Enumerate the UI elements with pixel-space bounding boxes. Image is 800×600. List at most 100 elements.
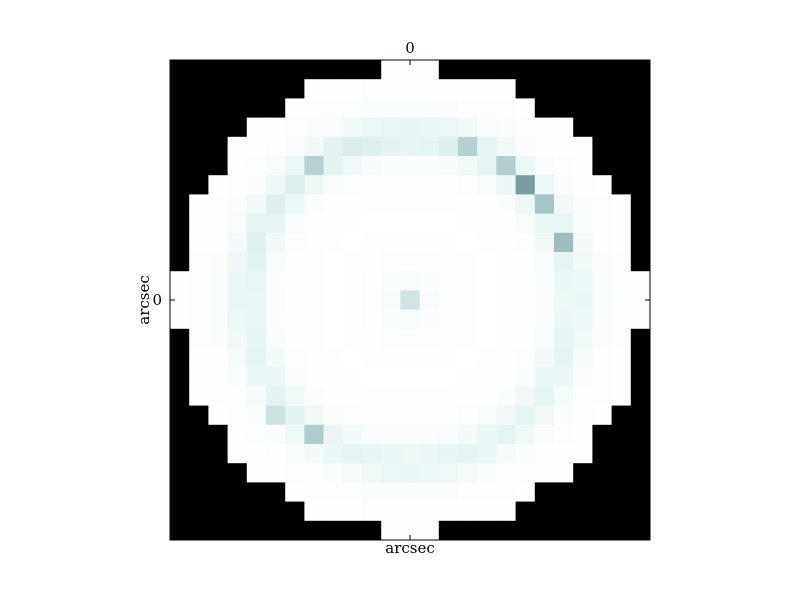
- heatmap-cell: [554, 348, 574, 368]
- masked-cell: [573, 520, 593, 541]
- heatmap-cell: [611, 213, 632, 234]
- masked-cell: [304, 60, 324, 80]
- heatmap-cell: [438, 194, 459, 214]
- heatmap-cell: [477, 156, 497, 176]
- heatmap-cell: [554, 309, 574, 330]
- masked-cell: [611, 405, 632, 426]
- masked-cell: [630, 501, 651, 522]
- masked-cell: [227, 482, 248, 502]
- heatmap-cell: [496, 444, 516, 464]
- heatmap-cell: [304, 328, 324, 349]
- heatmap-cell: [323, 194, 344, 214]
- heatmap-cell: [381, 482, 401, 502]
- heatmap-cell: [573, 367, 593, 387]
- heatmap-cell: [285, 328, 305, 349]
- heatmap-cell: [285, 367, 305, 387]
- heatmap-cell: [304, 175, 324, 195]
- masked-cell: [170, 367, 190, 387]
- heatmap-cell: [266, 156, 286, 176]
- masked-cell: [573, 98, 593, 118]
- masked-cell: [573, 482, 593, 502]
- masked-cell: [630, 444, 651, 464]
- masked-cell: [266, 98, 286, 118]
- heatmap-cell: [534, 194, 555, 214]
- heatmap-cell: [381, 271, 401, 291]
- heatmap-cell: [400, 444, 420, 464]
- heatmap-cell: [381, 328, 401, 349]
- heatmap-cell: [266, 328, 286, 349]
- heatmap-cell: [342, 252, 363, 272]
- heatmap-cell: [419, 405, 440, 426]
- masked-cell: [611, 175, 632, 195]
- heatmap-cell: [227, 175, 248, 195]
- heatmap-cell: [592, 405, 612, 426]
- masked-cell: [170, 348, 190, 368]
- heatmap-cell: [515, 405, 536, 426]
- masked-cell: [362, 60, 382, 80]
- y-axis-label: arcsec: [135, 275, 153, 325]
- heatmap-cell: [342, 328, 363, 349]
- heatmap-cell: [458, 463, 478, 483]
- heatmap-cell: [208, 386, 228, 406]
- heatmap-cell: [458, 252, 478, 272]
- heatmap-cell: [611, 348, 632, 368]
- heatmap-cell: [515, 271, 536, 291]
- heatmap-cell: [496, 328, 516, 349]
- heatmap-cell: [304, 424, 324, 445]
- heatmap-cell: [438, 79, 459, 99]
- heatmap-cell: [573, 252, 593, 272]
- heatmap-cell: [304, 309, 324, 330]
- masked-cell: [189, 117, 209, 138]
- masked-cell: [458, 60, 478, 80]
- heatmap-cell: [342, 348, 363, 368]
- heatmap-cell: [477, 136, 497, 157]
- heatmap-cell: [400, 136, 420, 157]
- heatmap-cell: [323, 463, 344, 483]
- heatmap-cell: [342, 501, 363, 522]
- heatmap-cell: [189, 252, 209, 272]
- heatmap-cell: [554, 386, 574, 406]
- heatmap-cell: [611, 271, 632, 291]
- heatmap-cell: [573, 386, 593, 406]
- heatmap-cell: [323, 386, 344, 406]
- heatmap-cell: [438, 482, 459, 502]
- heatmap-cell: [438, 232, 459, 253]
- masked-cell: [592, 136, 612, 157]
- masked-cell: [630, 482, 651, 502]
- heatmap-cell: [438, 309, 459, 330]
- heatmap-cell: [534, 156, 555, 176]
- heatmap-cell: [342, 309, 363, 330]
- heatmap-cell: [246, 156, 267, 176]
- masked-cell: [573, 501, 593, 522]
- masked-cell: [170, 98, 190, 118]
- heatmap-cell: [400, 213, 420, 234]
- heatmap-cell: [323, 405, 344, 426]
- heatmap-cell: [342, 98, 363, 118]
- heatmap-cell: [419, 309, 440, 330]
- masked-cell: [592, 79, 612, 99]
- heatmap-cell: [227, 348, 248, 368]
- heatmap-cell: [438, 213, 459, 234]
- heatmap-cell: [458, 405, 478, 426]
- masked-cell: [611, 444, 632, 464]
- heatmap-cell: [438, 175, 459, 195]
- heatmap-cell: [400, 194, 420, 214]
- heatmap-cell: [515, 252, 536, 272]
- x-axis-label: arcsec: [385, 539, 435, 557]
- heatmap-cell: [534, 386, 555, 406]
- heatmap-cell: [246, 252, 267, 272]
- masked-cell: [611, 79, 632, 99]
- masked-cell: [170, 175, 190, 195]
- heatmap-cell: [285, 386, 305, 406]
- masked-cell: [630, 328, 651, 349]
- heatmap-cell: [246, 309, 267, 330]
- heatmap-cell: [400, 482, 420, 502]
- heatmap-cell: [515, 290, 536, 310]
- heatmap-cell: [362, 290, 382, 310]
- heatmap-cell: [208, 290, 228, 310]
- masked-cell: [208, 98, 228, 118]
- heatmap-cell: [477, 424, 497, 445]
- heatmap-cell: [304, 367, 324, 387]
- heatmap-cell: [554, 232, 574, 253]
- heatmap-cell: [381, 309, 401, 330]
